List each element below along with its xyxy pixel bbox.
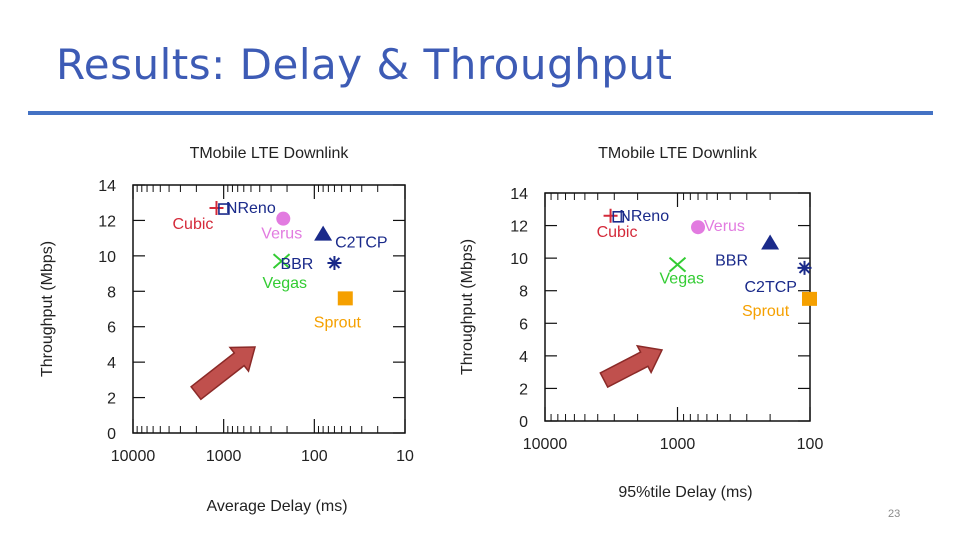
y-axis-label: Throughput (Mbps) [39,241,56,377]
slide-title: Results: Delay & Throughput [56,40,673,89]
point-label-vegas: Vegas [263,275,307,292]
marker-sprout [337,291,353,306]
point-label-verus: Verus [704,218,745,235]
marker-vegas [668,256,687,273]
y-tick-label: 12 [98,213,116,230]
point-label-verus: Verus [261,226,302,243]
y-tick-label: 14 [98,178,116,195]
y-tick-label: 12 [510,219,528,236]
marker-c2tcp [797,260,812,275]
y-tick-label: 6 [519,316,528,333]
marker-nreno [218,203,230,215]
y-tick-label: 0 [519,414,528,431]
marker-cubic [603,208,618,223]
y-tick-label: 2 [519,381,528,398]
point-label-sprout: Sprout [314,314,362,331]
marker-bbr [761,234,780,250]
point-label-sprout: Sprout [742,303,790,320]
point-label-cubic: Cubic [172,216,213,233]
point-label-bbr: BBR [280,256,313,273]
y-tick-label: 8 [107,284,116,301]
y-tick-label: 14 [510,186,528,203]
y-tick-label: 6 [107,320,116,337]
marker-verus [276,211,291,226]
marker-verus [691,220,706,235]
x-tick-label: 1000 [660,436,696,453]
x-tick-label: 1000 [206,448,242,465]
x-tick-label: 10000 [111,448,156,465]
x-tick-label: 100 [797,436,824,453]
y-tick-label: 8 [519,284,528,301]
point-label-bbr: BBR [715,252,748,269]
y-tick-label: 4 [519,349,528,366]
marker-nreno [612,211,625,223]
y-tick-label: 10 [510,251,528,268]
point-label-cubic: Cubic [597,224,638,241]
chart-title: TMobile LTE Downlink [190,145,350,162]
point-label-nreno: NReno [619,208,669,225]
x-tick-label: 100 [301,448,328,465]
y-tick-label: 4 [107,355,116,372]
x-axis-label: Average Delay (ms) [206,498,347,515]
trend-arrow [599,344,664,389]
title-divider [28,111,933,115]
x-tick-label: 10 [396,448,414,465]
chart-title: TMobile LTE Downlink [598,145,758,162]
chart-95tile-delay: TMobile LTE Downlink 0 2 4 6 8 10 12 14 10000 1000… [459,145,824,501]
marker-c2tcp [314,225,333,241]
marker-cubic [209,201,224,216]
y-tick-label: 0 [107,426,116,443]
point-label-nreno: NReno [226,200,276,217]
marker-sprout [802,291,817,306]
x-axis-label: 95%tile Delay (ms) [618,484,752,501]
y-axis-label: Throughput (Mbps) [459,239,476,375]
point-label-c2tcp: C2TCP [745,279,797,296]
plot-frame [132,184,406,434]
marker-vegas [272,253,291,269]
trend-arrow [190,346,256,401]
page-number: 23 [888,508,901,520]
x-tick-label: 10000 [523,436,568,453]
marker-bbr [327,255,342,270]
y-tick-label: 10 [98,249,116,266]
point-label-c2tcp: C2TCP [335,235,387,252]
y-tick-label: 2 [107,391,116,408]
chart-average-delay: TMobile LTE Downlink 0 2 4 6 8 10 12 14 10000 1000… [39,145,414,515]
point-label-vegas: Vegas [660,271,704,288]
